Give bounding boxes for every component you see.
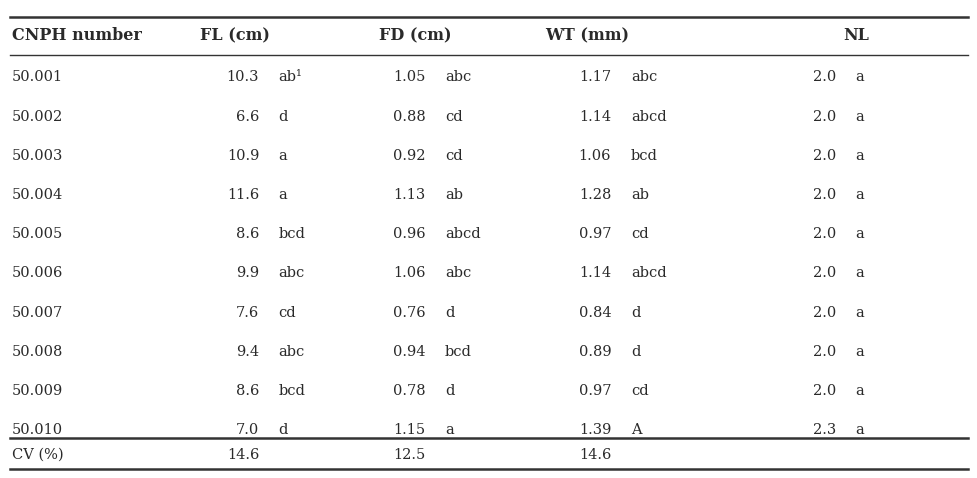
Text: abc: abc (278, 266, 305, 281)
Text: A: A (630, 423, 641, 437)
Text: 0.97: 0.97 (578, 384, 611, 398)
Text: 14.6: 14.6 (227, 448, 259, 462)
Text: d: d (630, 345, 640, 359)
Text: d: d (278, 109, 288, 124)
Text: ab: ab (445, 188, 462, 202)
Text: NL: NL (842, 27, 868, 44)
Text: d: d (445, 384, 454, 398)
Text: cd: cd (278, 305, 296, 320)
Text: bcd: bcd (278, 384, 305, 398)
Text: abc: abc (445, 266, 471, 281)
Text: CV (%): CV (%) (12, 448, 64, 462)
Text: 0.97: 0.97 (578, 227, 611, 241)
Text: 2.0: 2.0 (812, 109, 835, 124)
Text: 8.6: 8.6 (235, 227, 259, 241)
Text: 0.88: 0.88 (393, 109, 425, 124)
Text: 14.6: 14.6 (578, 448, 611, 462)
Text: 2.0: 2.0 (812, 227, 835, 241)
Text: 2.0: 2.0 (812, 266, 835, 281)
Text: ab¹: ab¹ (278, 70, 302, 85)
Text: 7.0: 7.0 (235, 423, 259, 437)
Text: 1.14: 1.14 (578, 109, 611, 124)
Text: 1.39: 1.39 (578, 423, 611, 437)
Text: 50.004: 50.004 (12, 188, 63, 202)
Text: 50.003: 50.003 (12, 149, 64, 163)
Text: 0.78: 0.78 (393, 384, 425, 398)
Text: 2.0: 2.0 (812, 345, 835, 359)
Text: a: a (278, 149, 287, 163)
Text: a: a (855, 266, 864, 281)
Text: abcd: abcd (445, 227, 480, 241)
Text: 0.96: 0.96 (393, 227, 425, 241)
Text: a: a (445, 423, 453, 437)
Text: 11.6: 11.6 (227, 188, 259, 202)
Text: cd: cd (630, 384, 648, 398)
Text: a: a (855, 423, 864, 437)
Text: 0.84: 0.84 (578, 305, 611, 320)
Text: 1.28: 1.28 (578, 188, 611, 202)
Text: 0.92: 0.92 (393, 149, 425, 163)
Text: 10.3: 10.3 (227, 70, 259, 85)
Text: 1.05: 1.05 (393, 70, 425, 85)
Text: 2.0: 2.0 (812, 70, 835, 85)
Text: abc: abc (630, 70, 657, 85)
Text: d: d (630, 305, 640, 320)
Text: bcd: bcd (278, 227, 305, 241)
Text: a: a (278, 188, 287, 202)
Text: 10.9: 10.9 (227, 149, 259, 163)
Text: abcd: abcd (630, 266, 665, 281)
Text: 1.06: 1.06 (393, 266, 425, 281)
Text: 0.89: 0.89 (578, 345, 611, 359)
Text: a: a (855, 305, 864, 320)
Text: 1.06: 1.06 (578, 149, 611, 163)
Text: 50.009: 50.009 (12, 384, 63, 398)
Text: 0.76: 0.76 (393, 305, 425, 320)
Text: FL (cm): FL (cm) (199, 27, 270, 44)
Text: a: a (855, 149, 864, 163)
Text: 50.002: 50.002 (12, 109, 63, 124)
Text: abcd: abcd (630, 109, 665, 124)
Text: 2.0: 2.0 (812, 149, 835, 163)
Text: a: a (855, 109, 864, 124)
Text: 7.6: 7.6 (235, 305, 259, 320)
Text: 9.4: 9.4 (235, 345, 259, 359)
Text: FD (cm): FD (cm) (379, 27, 451, 44)
Text: 1.15: 1.15 (393, 423, 425, 437)
Text: cd: cd (445, 109, 462, 124)
Text: a: a (855, 345, 864, 359)
Text: 6.6: 6.6 (235, 109, 259, 124)
Text: abc: abc (445, 70, 471, 85)
Text: d: d (278, 423, 288, 437)
Text: 50.008: 50.008 (12, 345, 64, 359)
Text: bcd: bcd (630, 149, 657, 163)
Text: a: a (855, 384, 864, 398)
Text: 1.14: 1.14 (578, 266, 611, 281)
Text: d: d (445, 305, 454, 320)
Text: a: a (855, 188, 864, 202)
Text: abc: abc (278, 345, 305, 359)
Text: 2.0: 2.0 (812, 305, 835, 320)
Text: 8.6: 8.6 (235, 384, 259, 398)
Text: CNPH number: CNPH number (12, 27, 142, 44)
Text: 50.001: 50.001 (12, 70, 63, 85)
Text: 12.5: 12.5 (393, 448, 425, 462)
Text: 2.3: 2.3 (812, 423, 835, 437)
Text: 50.005: 50.005 (12, 227, 63, 241)
Text: 2.0: 2.0 (812, 188, 835, 202)
Text: WT (mm): WT (mm) (544, 27, 628, 44)
Text: 9.9: 9.9 (235, 266, 259, 281)
Text: cd: cd (445, 149, 462, 163)
Text: 50.006: 50.006 (12, 266, 64, 281)
Text: 0.94: 0.94 (393, 345, 425, 359)
Text: 1.17: 1.17 (578, 70, 611, 85)
Text: 2.0: 2.0 (812, 384, 835, 398)
Text: 50.007: 50.007 (12, 305, 63, 320)
Text: bcd: bcd (445, 345, 471, 359)
Text: cd: cd (630, 227, 648, 241)
Text: 1.13: 1.13 (393, 188, 425, 202)
Text: a: a (855, 227, 864, 241)
Text: a: a (855, 70, 864, 85)
Text: 50.010: 50.010 (12, 423, 63, 437)
Text: ab: ab (630, 188, 648, 202)
